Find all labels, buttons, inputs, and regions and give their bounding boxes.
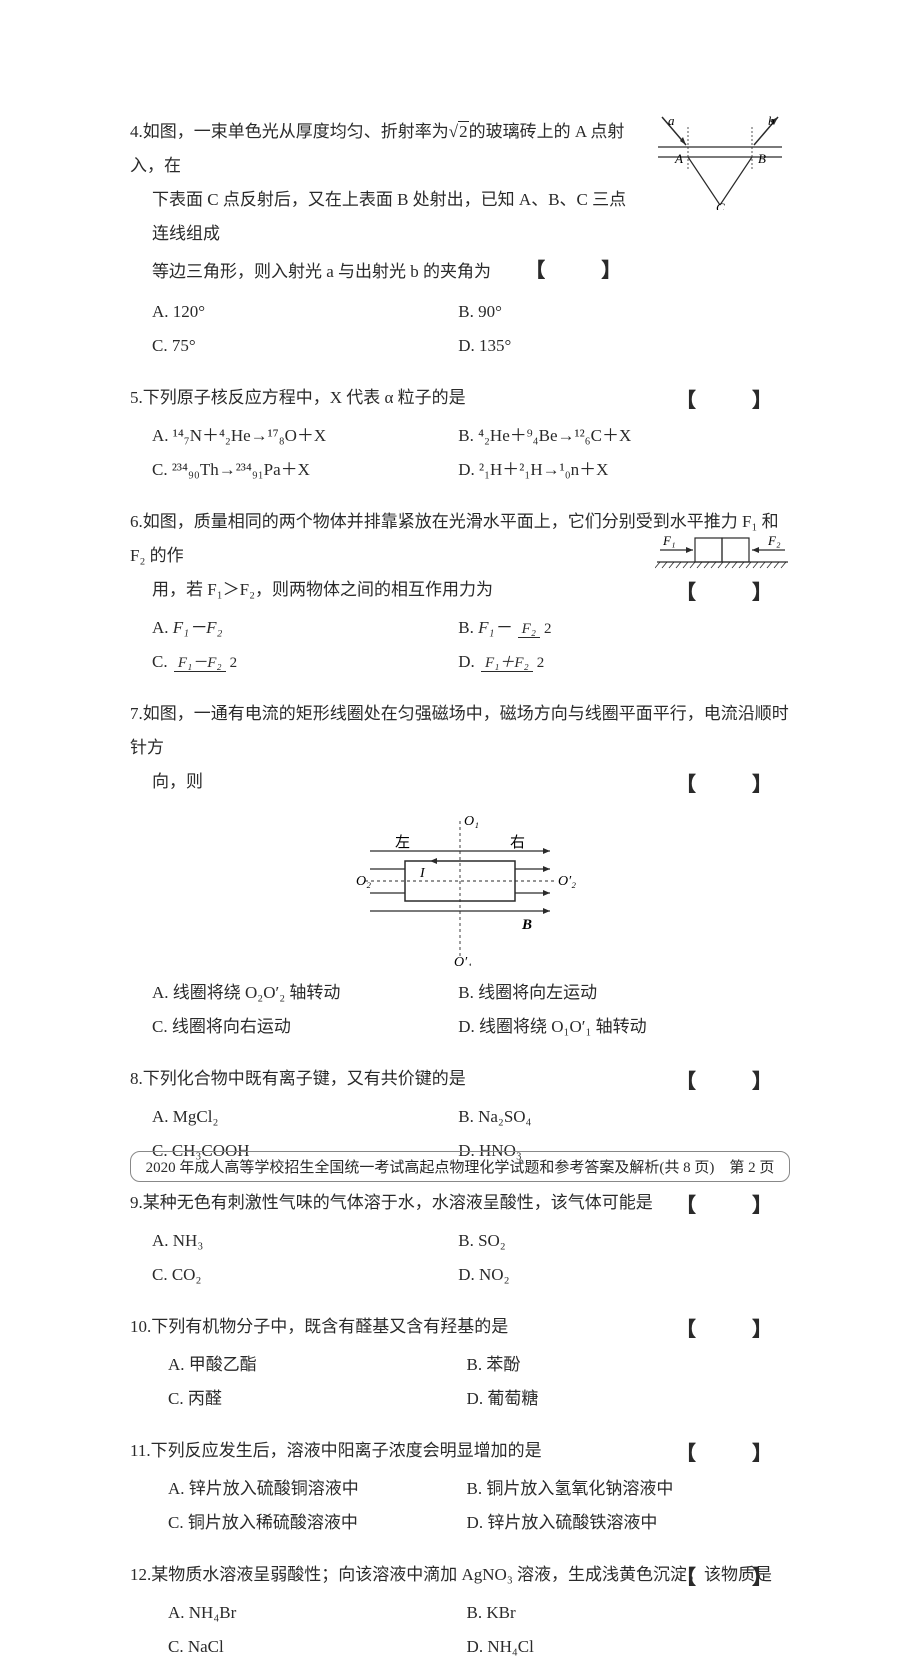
answer-bracket: 【 】 (676, 573, 790, 613)
q10-number: 10. (130, 1317, 151, 1336)
page-footer: 2020 年成人高等学校招生全国统一考试高起点物理化学试题和参考答案及解析(共 … (130, 1151, 790, 1182)
q8-number: 8. (130, 1069, 143, 1088)
q6-text: 6.如图，质量相同的两个物体并排靠紧放在光滑水平面上，它们分别受到水平推力 F₁… (130, 505, 790, 607)
q10-option-b: B. 苯酚 (467, 1348, 766, 1382)
q12-option-a: A. NH₄Br (168, 1596, 467, 1630)
q4-option-b: B. 90° (458, 295, 764, 329)
q4-number: 4. (130, 122, 143, 141)
q5-option-d: D. ²₁H＋²₁H→¹₀n＋X (458, 453, 764, 487)
answer-bracket: 【 】 (676, 765, 790, 805)
q6-option-c: C. F₁－F₂2 (152, 645, 458, 679)
q9-option-b: B. SO₂ (458, 1224, 764, 1258)
O1p-label: O′₁ (454, 955, 472, 966)
q11-option-a: A. 锌片放入硫酸铜溶液中 (168, 1472, 467, 1506)
q6-number: 6. (130, 512, 143, 531)
answer-bracket: 【 】 (676, 1062, 790, 1102)
q4-text: 4.如图，一束单色光从厚度均匀、折射率为√2的玻璃砖上的 A 点射入，在 下表面… (130, 115, 790, 291)
q8-text: 8.下列化合物中既有离子键，又有共价键的是 【 】 (130, 1062, 790, 1096)
q11-option-c: C. 铜片放入稀硫酸溶液中 (168, 1506, 467, 1540)
answer-bracket: 【 】 (525, 251, 639, 291)
q11-option-d: D. 锌片放入硫酸铁溶液中 (467, 1506, 766, 1540)
q12-option-b: B. KBr (467, 1596, 766, 1630)
q12-number: 12. (130, 1565, 151, 1584)
q9-number: 9. (130, 1193, 143, 1212)
q5-option-a: A. ¹⁴₇N＋⁴₂He→¹⁷₈O＋X (152, 419, 458, 453)
question-11: 11.下列反应发生后，溶液中阳离子浓度会明显增加的是 【 】 A. 锌片放入硫酸… (130, 1434, 790, 1540)
q9-text: 9.某种无色有刺激性气味的气体溶于水，水溶液呈酸性，该气体可能是 【 】 (130, 1186, 790, 1220)
q10-options: A. 甲酸乙酯 B. 苯酚 C. 丙醛 D. 葡萄糖 (130, 1348, 790, 1416)
q4-options: A. 120° B. 90° C. 75° D. 135° (130, 295, 790, 363)
q6-option-b: B. F₁－ F₂2 (458, 611, 764, 645)
q10-option-c: C. 丙醛 (168, 1382, 467, 1416)
answer-bracket: 【 】 (676, 381, 790, 421)
q7-options: A. 线圈将绕 O₂O′₂ 轴转动 B. 线圈将向左运动 C. 线圈将向右运动 … (130, 976, 790, 1044)
O2p-label: O′₂ (558, 874, 576, 889)
q7-coil-diagram: O₁ O′₁ O₂ O′₂ 左 右 I B (340, 811, 580, 966)
q5-text: 5.下列原子核反应方程中，X 代表 α 粒子的是 【 】 (130, 381, 790, 415)
q5-option-c: C. ²³⁴₉₀Th→²³⁴₉₁Pa＋X (152, 453, 458, 487)
q11-options: A. 锌片放入硫酸铜溶液中 B. 铜片放入氢氧化钠溶液中 C. 铜片放入稀硫酸溶… (130, 1472, 790, 1540)
O1-label: O₁ (464, 814, 479, 829)
question-12: 12.某物质水溶液呈弱酸性；向该溶液中滴加 AgNO₃ 溶液，生成浅黄色沉淀，该… (130, 1558, 790, 1664)
q11-number: 11. (130, 1441, 151, 1460)
question-7: 7.如图，一通有电流的矩形线圈处在匀强磁场中，磁场方向与线圈平面平行，电流沿顺时… (130, 697, 790, 1044)
q7-number: 7. (130, 704, 143, 723)
q8-option-b: B. Na₂SO₄ (458, 1100, 764, 1134)
q4-option-c: C. 75° (152, 329, 458, 363)
q5-option-b: B. ⁴₂He＋⁹₄Be→¹²₆C＋X (458, 419, 764, 453)
q5-number: 5. (130, 388, 143, 407)
question-10: 10.下列有机物分子中，既含有醛基又含有羟基的是 【 】 A. 甲酸乙酯 B. … (130, 1310, 790, 1416)
answer-bracket: 【 】 (676, 1186, 790, 1226)
q8-option-a: A. MgCl₂ (152, 1100, 458, 1134)
question-6: F₁ F₂ 6.如图，质量相同的两个物体并排靠紧放在光滑水平面上，它们分别受到水… (130, 505, 790, 679)
q7-option-b: B. 线圈将向左运动 (458, 976, 764, 1010)
left-label: 左 (395, 834, 410, 851)
q11-text: 11.下列反应发生后，溶液中阳离子浓度会明显增加的是 【 】 (130, 1434, 790, 1468)
question-9: 9.某种无色有刺激性气味的气体溶于水，水溶液呈酸性，该气体可能是 【 】 A. … (130, 1186, 790, 1292)
q12-option-d: D. NH₄Cl (467, 1630, 766, 1664)
q9-option-c: C. CO₂ (152, 1258, 458, 1292)
q7-option-c: C. 线圈将向右运动 (152, 1010, 458, 1044)
q9-options: A. NH₃ B. SO₂ C. CO₂ D. NO₂ (130, 1224, 790, 1292)
q6-option-a: A. F₁－F₂ (152, 611, 458, 645)
q10-text: 10.下列有机物分子中，既含有醛基又含有羟基的是 【 】 (130, 1310, 790, 1344)
question-4: a b A B C 4.如图，一束单色光从厚度均匀、折射率为√2的玻璃砖上的 A… (130, 115, 790, 363)
question-5: 5.下列原子核反应方程中，X 代表 α 粒子的是 【 】 A. ¹⁴₇N＋⁴₂H… (130, 381, 790, 487)
q7-text: 7.如图，一通有电流的矩形线圈处在匀强磁场中，磁场方向与线圈平面平行，电流沿顺时… (130, 697, 790, 799)
answer-bracket: 【 】 (676, 1310, 790, 1350)
q11-option-b: B. 铜片放入氢氧化钠溶液中 (467, 1472, 766, 1506)
right-label: 右 (510, 834, 525, 851)
q12-options: A. NH₄Br B. KBr C. NaCl D. NH₄Cl (130, 1596, 790, 1664)
O2-label: O₂ (356, 874, 371, 889)
q7-option-d: D. 线圈将绕 O₁O′₁ 轴转动 (458, 1010, 764, 1044)
q5-options: A. ¹⁴₇N＋⁴₂He→¹⁷₈O＋X B. ⁴₂He＋⁹₄Be→¹²₆C＋X … (130, 419, 790, 487)
q6-option-d: D. F₁＋F₂2 (458, 645, 764, 679)
q4-option-a: A. 120° (152, 295, 458, 329)
q4-option-d: D. 135° (458, 329, 764, 363)
q12-option-c: C. NaCl (168, 1630, 467, 1664)
answer-bracket: 【 】 (676, 1558, 790, 1598)
q10-option-a: A. 甲酸乙酯 (168, 1348, 467, 1382)
q7-option-a: A. 线圈将绕 O₂O′₂ 轴转动 (152, 976, 458, 1010)
answer-bracket: 【 】 (676, 1434, 790, 1474)
q6-options: A. F₁－F₂ B. F₁－ F₂2 C. F₁－F₂2 D. F₁＋F₂2 (130, 611, 790, 679)
field-B-label: B (521, 917, 532, 933)
q9-option-a: A. NH₃ (152, 1224, 458, 1258)
q10-option-d: D. 葡萄糖 (467, 1382, 766, 1416)
q9-option-d: D. NO₂ (458, 1258, 764, 1292)
q12-text: 12.某物质水溶液呈弱酸性；向该溶液中滴加 AgNO₃ 溶液，生成浅黄色沉淀，该… (130, 1558, 790, 1592)
